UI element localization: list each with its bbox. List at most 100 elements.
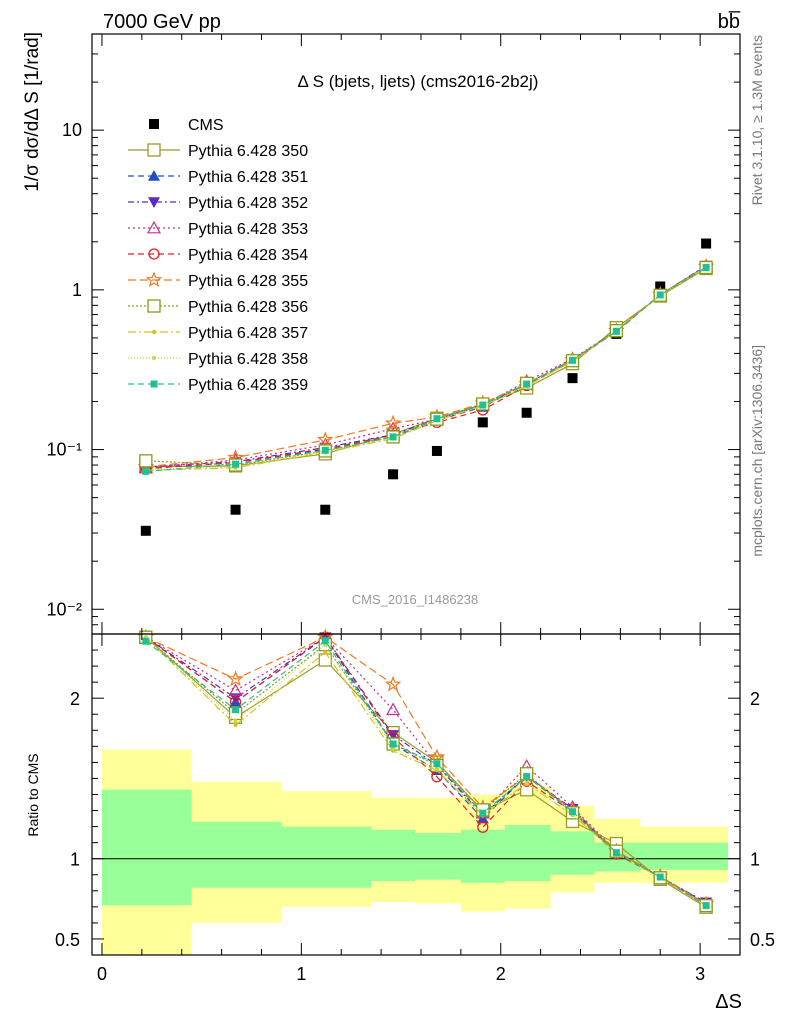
series-9-main — [143, 265, 709, 472]
series-ratio-point — [229, 693, 242, 705]
series-ratio-point — [228, 683, 243, 696]
series-ratio-point — [384, 675, 402, 692]
cms-data-point — [320, 504, 331, 515]
series-ratio-point — [391, 746, 396, 751]
series-point — [384, 414, 402, 431]
y-tick-label: 1 — [72, 280, 82, 300]
legend-marker — [148, 170, 160, 181]
header-left: 7000 GeV pp — [103, 11, 221, 33]
cms-data-point — [477, 417, 488, 428]
series-point — [569, 356, 577, 364]
series-line — [145, 264, 707, 468]
legend-label: Pythia 6.428 356 — [188, 299, 308, 316]
legend-marker — [152, 356, 156, 360]
series-layer — [137, 238, 715, 914]
legend: CMS Pythia 6.428 350 Pythia 6.428 351 Pythi… — [128, 117, 308, 394]
legend-entry: Pythia 6.428 356 — [128, 299, 308, 316]
legend-entry: Pythia 6.428 357 — [128, 325, 308, 342]
legend-label: Pythia 6.428 357 — [188, 325, 308, 342]
series-ratio-point — [524, 781, 529, 786]
series-point — [232, 460, 240, 468]
legend-label: Pythia 6.428 351 — [188, 169, 308, 186]
legend-marker — [148, 248, 160, 260]
ratio-y-tick-label: 2 — [70, 689, 80, 709]
legend-marker — [147, 299, 161, 313]
legend-entry: Pythia 6.428 352 — [128, 195, 308, 212]
series-ratio-line — [145, 636, 707, 907]
series-ratio-point — [433, 760, 441, 768]
axis-ticks — [92, 33, 741, 955]
legend-label: Pythia 6.428 353 — [188, 221, 308, 238]
legend-marker — [148, 197, 160, 208]
x-tick-label: 2 — [496, 964, 506, 984]
ratio-uncertainty-bands — [101, 749, 729, 955]
series-ratio-point — [477, 821, 489, 833]
cms-data-point — [567, 373, 578, 384]
cms-data-point — [521, 407, 532, 418]
legend-label: Pythia 6.428 359 — [188, 377, 308, 394]
cms-data-point — [431, 445, 442, 456]
legend-entry: Pythia 6.428 359 — [128, 377, 308, 394]
series-ratio-point — [232, 706, 240, 714]
chart-title: Δ S (bjets, ljets) (cms2016-2b2j) — [298, 72, 539, 91]
series-ratio-line — [145, 636, 707, 907]
legend-label: CMS — [188, 117, 224, 134]
series-ratio-point — [323, 650, 328, 655]
series-ratio-point — [233, 719, 238, 724]
ratio-y-tick-label-right: 1 — [750, 850, 760, 870]
series-ratio-line — [145, 636, 707, 907]
cms-data-point — [388, 469, 399, 480]
series-5-main — [140, 261, 712, 475]
axis-tick-labels: 0 1 2 3 10⁻² 10⁻¹ 1 10 0.5 0.5 1 1 2 2 — [46, 120, 775, 984]
series-line — [145, 266, 707, 471]
series-point — [142, 467, 150, 475]
x-tick-label: 1 — [296, 964, 306, 984]
series-point — [656, 291, 664, 299]
legend-label: Pythia 6.428 355 — [188, 273, 308, 290]
legend-marker — [145, 271, 163, 288]
series-8-main — [143, 265, 709, 473]
ratio-y-tick-label: 1 — [70, 850, 80, 870]
series-ratio-point — [321, 637, 329, 645]
x-axis-label: ΔS — [715, 991, 742, 1013]
header-right: bb̅ — [718, 10, 741, 33]
x-tick-label: 3 — [695, 964, 705, 984]
legend-entry: Pythia 6.428 354 — [128, 247, 308, 264]
series-point — [317, 431, 334, 447]
legend-label: Pythia 6.428 358 — [188, 351, 308, 368]
series-point — [479, 401, 487, 409]
legend-entry: Pythia 6.428 351 — [128, 169, 308, 186]
series-ratio-point — [612, 849, 620, 857]
legend-marker — [152, 330, 156, 334]
legend-marker — [150, 380, 158, 388]
series-point — [433, 415, 441, 423]
series-ratio-point — [479, 809, 487, 817]
series-line — [145, 266, 707, 470]
cms-data-point — [140, 525, 151, 536]
ratio-y-tick-label-right: 0.5 — [750, 930, 775, 950]
series-ratio-point — [523, 773, 531, 781]
series-point — [523, 380, 531, 388]
y-tick-label: 10⁻² — [46, 599, 82, 619]
series-ratio-point — [656, 873, 664, 881]
series-line — [145, 266, 707, 471]
legend-label: Pythia 6.428 352 — [188, 195, 308, 212]
legend-entry: Pythia 6.428 350 — [128, 143, 308, 160]
ratio-band-inner — [101, 789, 729, 906]
side-label-bottom: mcplots.cern.ch [arXiv:1306.3436] — [749, 345, 765, 557]
y-axis-label: 1/σ dσ/dΔ S [1/rad] — [22, 32, 43, 192]
legend-entry: Pythia 6.428 358 — [128, 351, 308, 368]
legend-entry: Pythia 6.428 355 — [128, 271, 308, 290]
series-ratio-point — [233, 722, 238, 727]
legend-label: Pythia 6.428 350 — [188, 143, 308, 160]
legend-entry: Pythia 6.428 353 — [128, 220, 308, 238]
series-point — [612, 327, 620, 335]
watermark: CMS_2016_I1486238 — [352, 592, 479, 607]
y-tick-label: 10⁻¹ — [46, 440, 82, 460]
side-label-top: Rivet 3.1.10, ≥ 1.3M events — [749, 35, 765, 205]
ratio-y-axis-label: Ratio to CMS — [25, 753, 41, 836]
x-tick-label: 0 — [97, 964, 107, 984]
series-10-main — [142, 264, 710, 475]
series-10-ratio — [142, 637, 710, 910]
